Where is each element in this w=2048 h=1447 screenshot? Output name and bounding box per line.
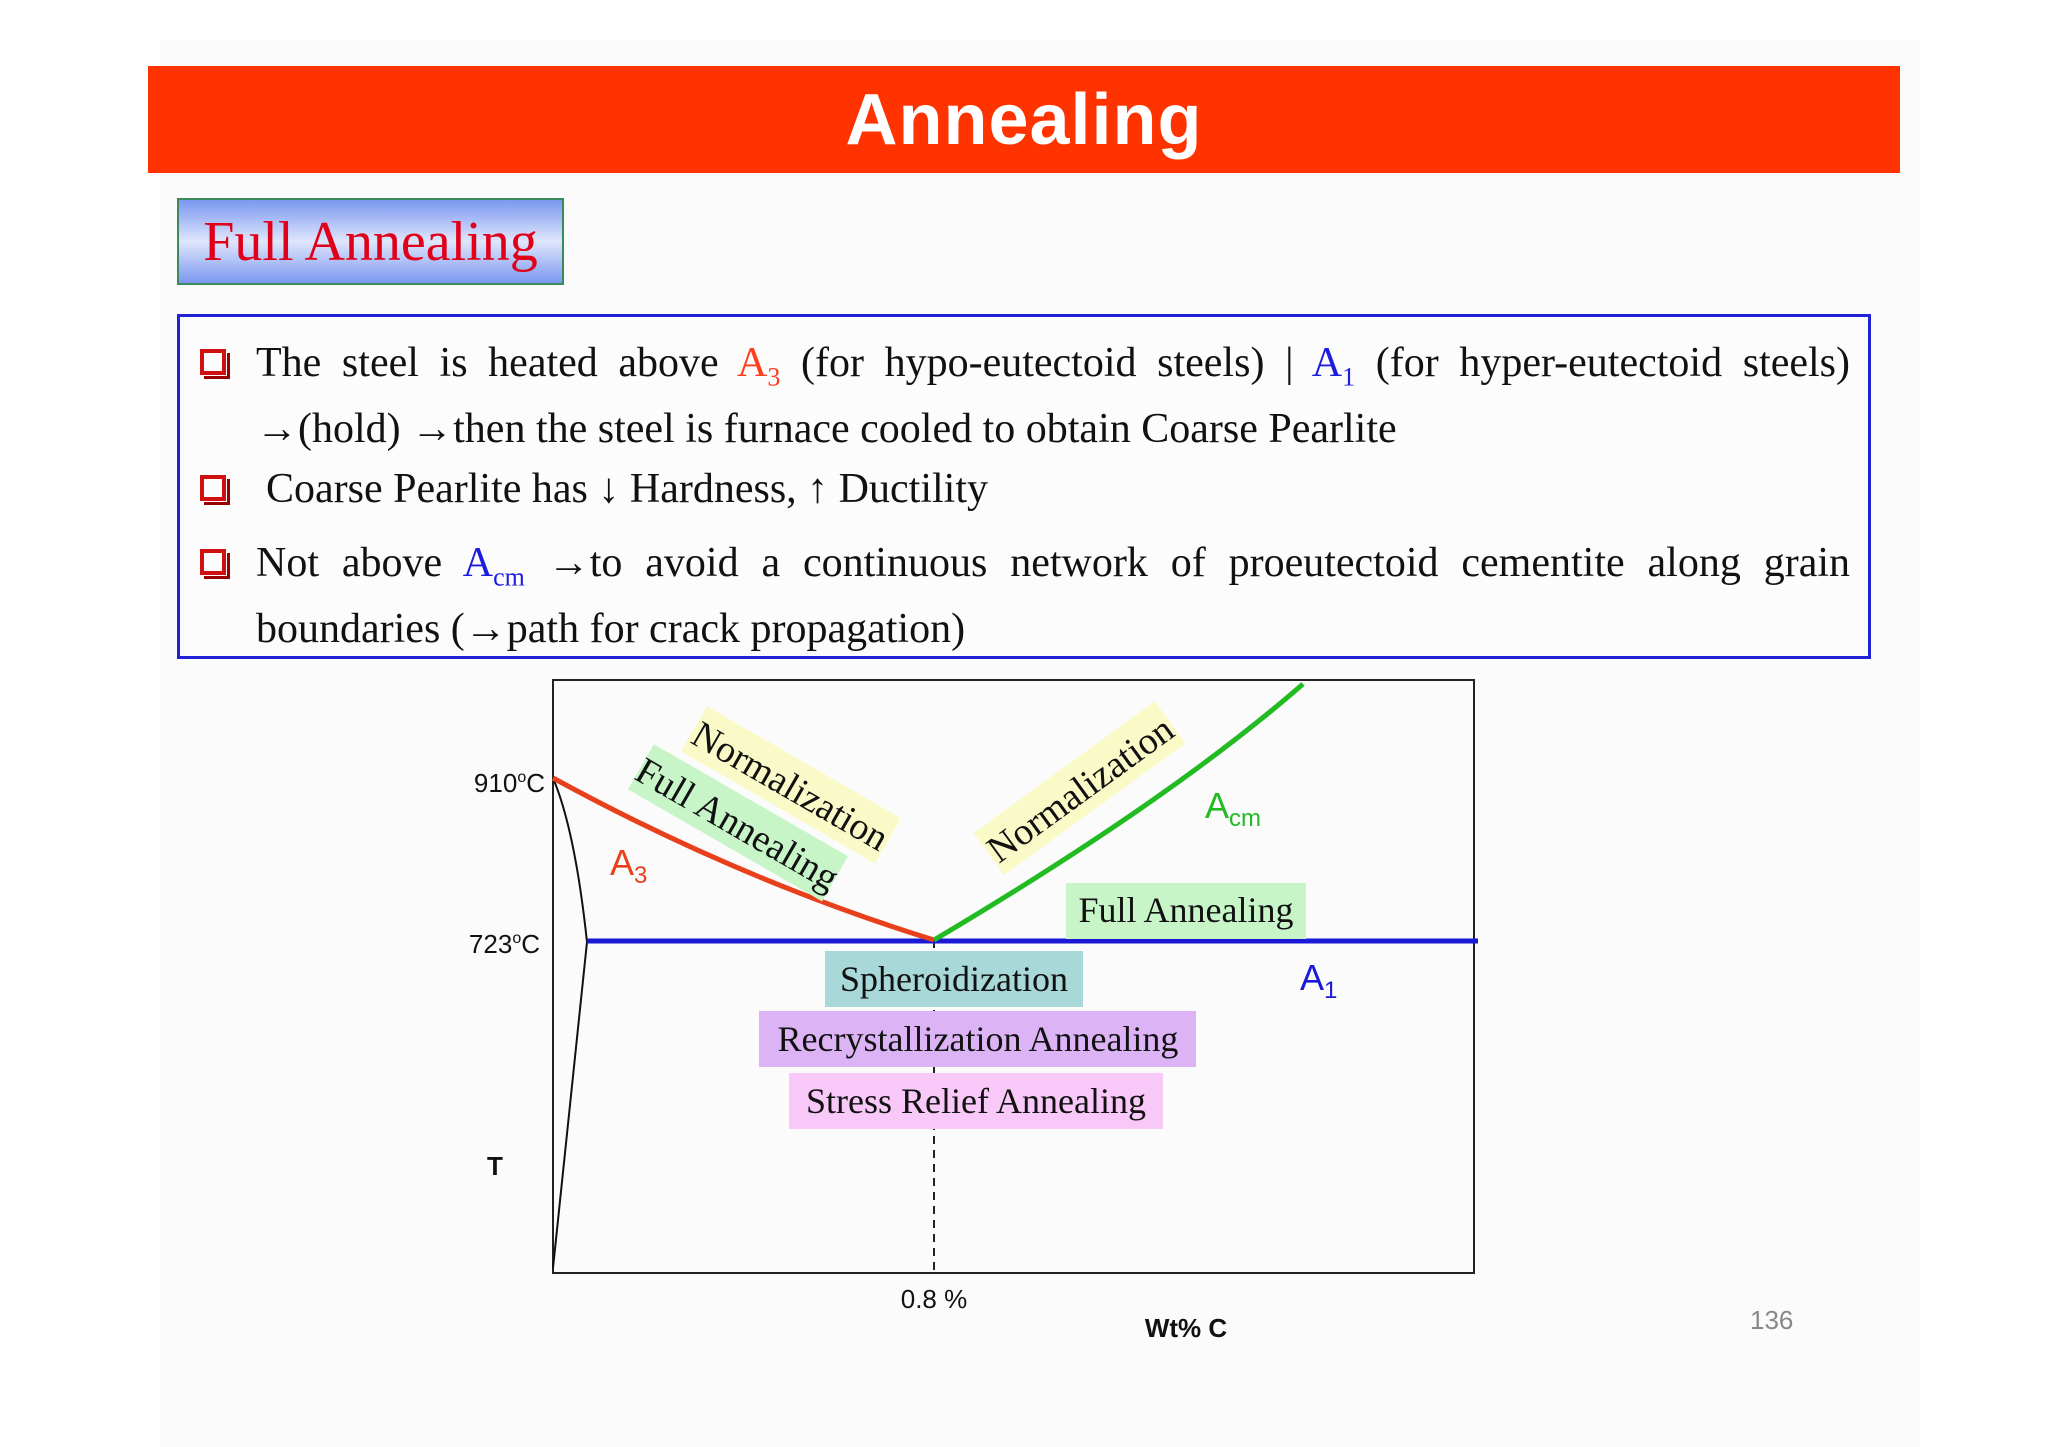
a1-label: A1 — [1300, 957, 1337, 1004]
svg-text:Full Annealing: Full Annealing — [1079, 890, 1294, 930]
x-axis-label: Wt% C — [1145, 1313, 1228, 1343]
y-axis-label: T — [487, 1151, 503, 1181]
a3-label: A3 — [610, 842, 647, 889]
stress-relief-tag: Stress Relief Annealing — [789, 1073, 1163, 1129]
spheroidization-tag: Spheroidization — [825, 951, 1083, 1007]
acm-line — [932, 682, 1305, 943]
svg-text:Spheroidization: Spheroidization — [840, 959, 1068, 999]
checkbox-bullet-icon — [200, 349, 230, 379]
full-annealing-right-tag: Full Annealing — [1066, 883, 1306, 939]
bullet-3-text: Not above Acm →to avoid a continuous net… — [256, 540, 1850, 653]
bullet-3: Not above Acm →to avoid a continuous net… — [200, 537, 1850, 655]
bullet-2: Coarse Pearlite has ↓ Hardness, ↑ Ductil… — [200, 463, 1850, 515]
page-number: 136 — [1750, 1305, 1794, 1335]
slide-title: Annealing — [845, 79, 1203, 160]
bullet-2-text: Coarse Pearlite has ↓ Hardness, ↑ Ductil… — [266, 466, 988, 512]
gamma-boundary-line — [552, 777, 588, 943]
recrystallization-tag: Recrystallization Annealing — [759, 1011, 1196, 1067]
diagram-frame — [552, 679, 1475, 1274]
bullet-box: The steel is heated above A3 (for hypo-e… — [177, 314, 1871, 659]
bullet-1-text: The steel is heated above A3 (for hypo-e… — [256, 340, 1851, 453]
alpha-boundary-line — [552, 941, 588, 1269]
composition-label: 0.8 % — [901, 1284, 968, 1314]
acm-label: Acm — [1205, 785, 1261, 832]
a3-line — [551, 775, 935, 943]
checkbox-bullet-icon — [200, 549, 230, 579]
temp-910-label: 910oC — [474, 768, 545, 798]
bullet-1: The steel is heated above A3 (for hypo-e… — [200, 337, 1850, 455]
subtitle-text: Full Annealing — [203, 210, 538, 273]
svg-text:Stress Relief Annealing: Stress Relief Annealing — [806, 1081, 1146, 1121]
checkbox-bullet-icon — [200, 475, 230, 505]
title-bar: Annealing — [148, 66, 1900, 173]
svg-text:Recrystallization Annealing: Recrystallization Annealing — [778, 1019, 1179, 1059]
subtitle-box: Full Annealing — [177, 198, 564, 285]
temp-723-label: 723oC — [469, 929, 540, 959]
